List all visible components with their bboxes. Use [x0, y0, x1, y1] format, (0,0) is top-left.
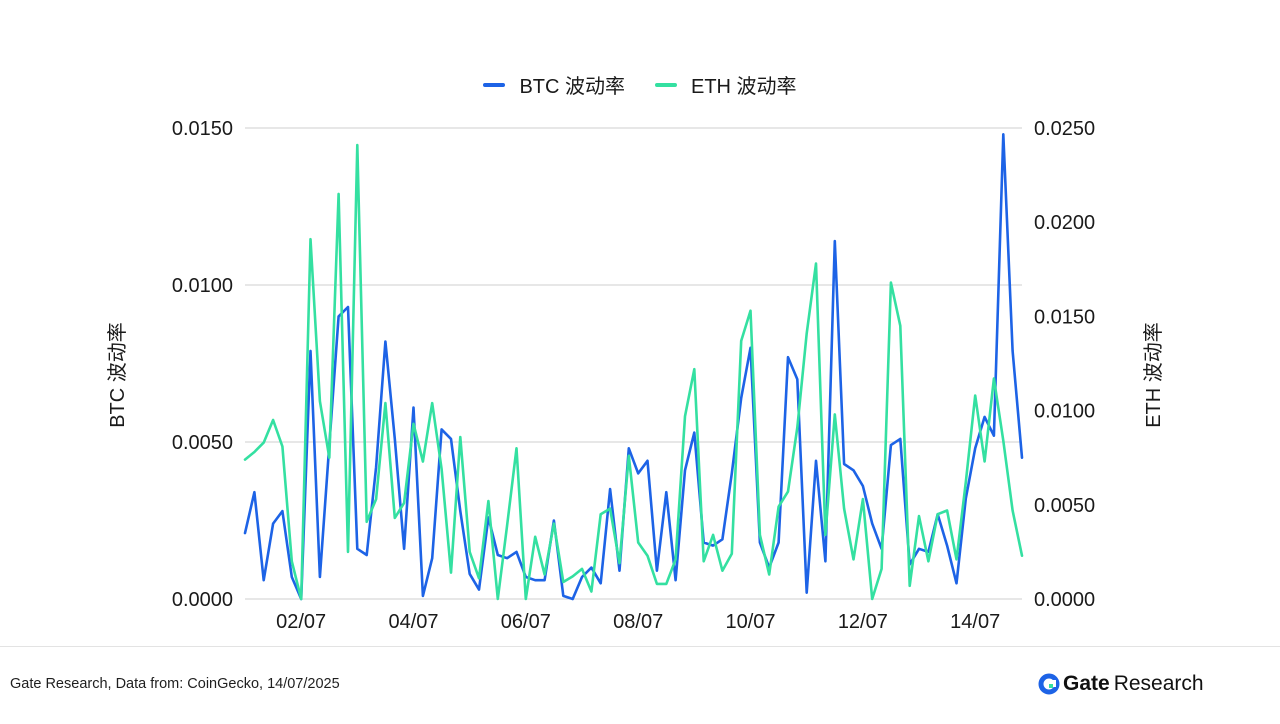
eth-swatch	[655, 82, 677, 87]
footer-divider	[0, 646, 1280, 647]
btc-swatch	[483, 82, 506, 87]
left-tick-label: 0.0150	[172, 118, 233, 140]
left-tick-label: 0.0100	[172, 275, 233, 297]
legend-label-btc: BTC 波动率	[519, 76, 625, 98]
brand-logo-block: Gate Research	[1038, 672, 1204, 696]
legend-item-btc[interactable]: BTC 波动率	[483, 70, 625, 99]
right-tick-label: 0.0050	[1034, 495, 1095, 517]
x-tick-label: 14/07	[950, 611, 1000, 633]
legend-label-eth: ETH 波动率	[691, 76, 797, 98]
x-axis-ticks: 02/07 04/07 06/07 08/07 10/07 12/07 14/07	[276, 611, 1000, 633]
x-tick-label: 10/07	[725, 611, 775, 633]
left-axis-title: BTC 波动率	[106, 322, 129, 428]
source-note: Gate Research, Data from: CoinGecko, 14/…	[10, 676, 340, 692]
brand-gate-text: Gate	[1063, 672, 1110, 695]
right-tick-label: 0.0250	[1034, 118, 1095, 140]
x-tick-label: 06/07	[501, 611, 551, 633]
btc-volatility-line	[243, 133, 1024, 601]
x-tick-label: 02/07	[276, 611, 326, 633]
right-tick-label: 0.0200	[1034, 212, 1095, 234]
left-tick-label: 0.0050	[172, 432, 233, 454]
right-tick-label: 0.0100	[1034, 401, 1095, 423]
brand-research-text: Research	[1113, 672, 1204, 695]
legend-item-eth[interactable]: ETH 波动率	[655, 70, 797, 99]
x-tick-label: 12/07	[838, 611, 888, 633]
right-axis-title: ETH 波动率	[1142, 322, 1165, 428]
gate-logo-icon	[1038, 673, 1060, 695]
right-tick-label: 0.0150	[1034, 306, 1095, 328]
series-lines	[243, 133, 1024, 601]
left-tick-label: 0.0000	[172, 589, 233, 611]
left-axis-ticks: 0.0000 0.0050 0.0100 0.0150	[172, 118, 233, 611]
eth-volatility-line	[243, 143, 1024, 601]
right-tick-label: 0.0000	[1034, 589, 1095, 611]
legend: BTC 波动率 ETH 波动率	[0, 70, 1280, 99]
x-tick-label: 04/07	[388, 611, 438, 633]
right-axis-ticks: 0.0000 0.0050 0.0100 0.0150 0.0200 0.0250	[1034, 118, 1095, 611]
x-tick-label: 08/07	[613, 611, 663, 633]
gridlines	[245, 127, 1022, 600]
